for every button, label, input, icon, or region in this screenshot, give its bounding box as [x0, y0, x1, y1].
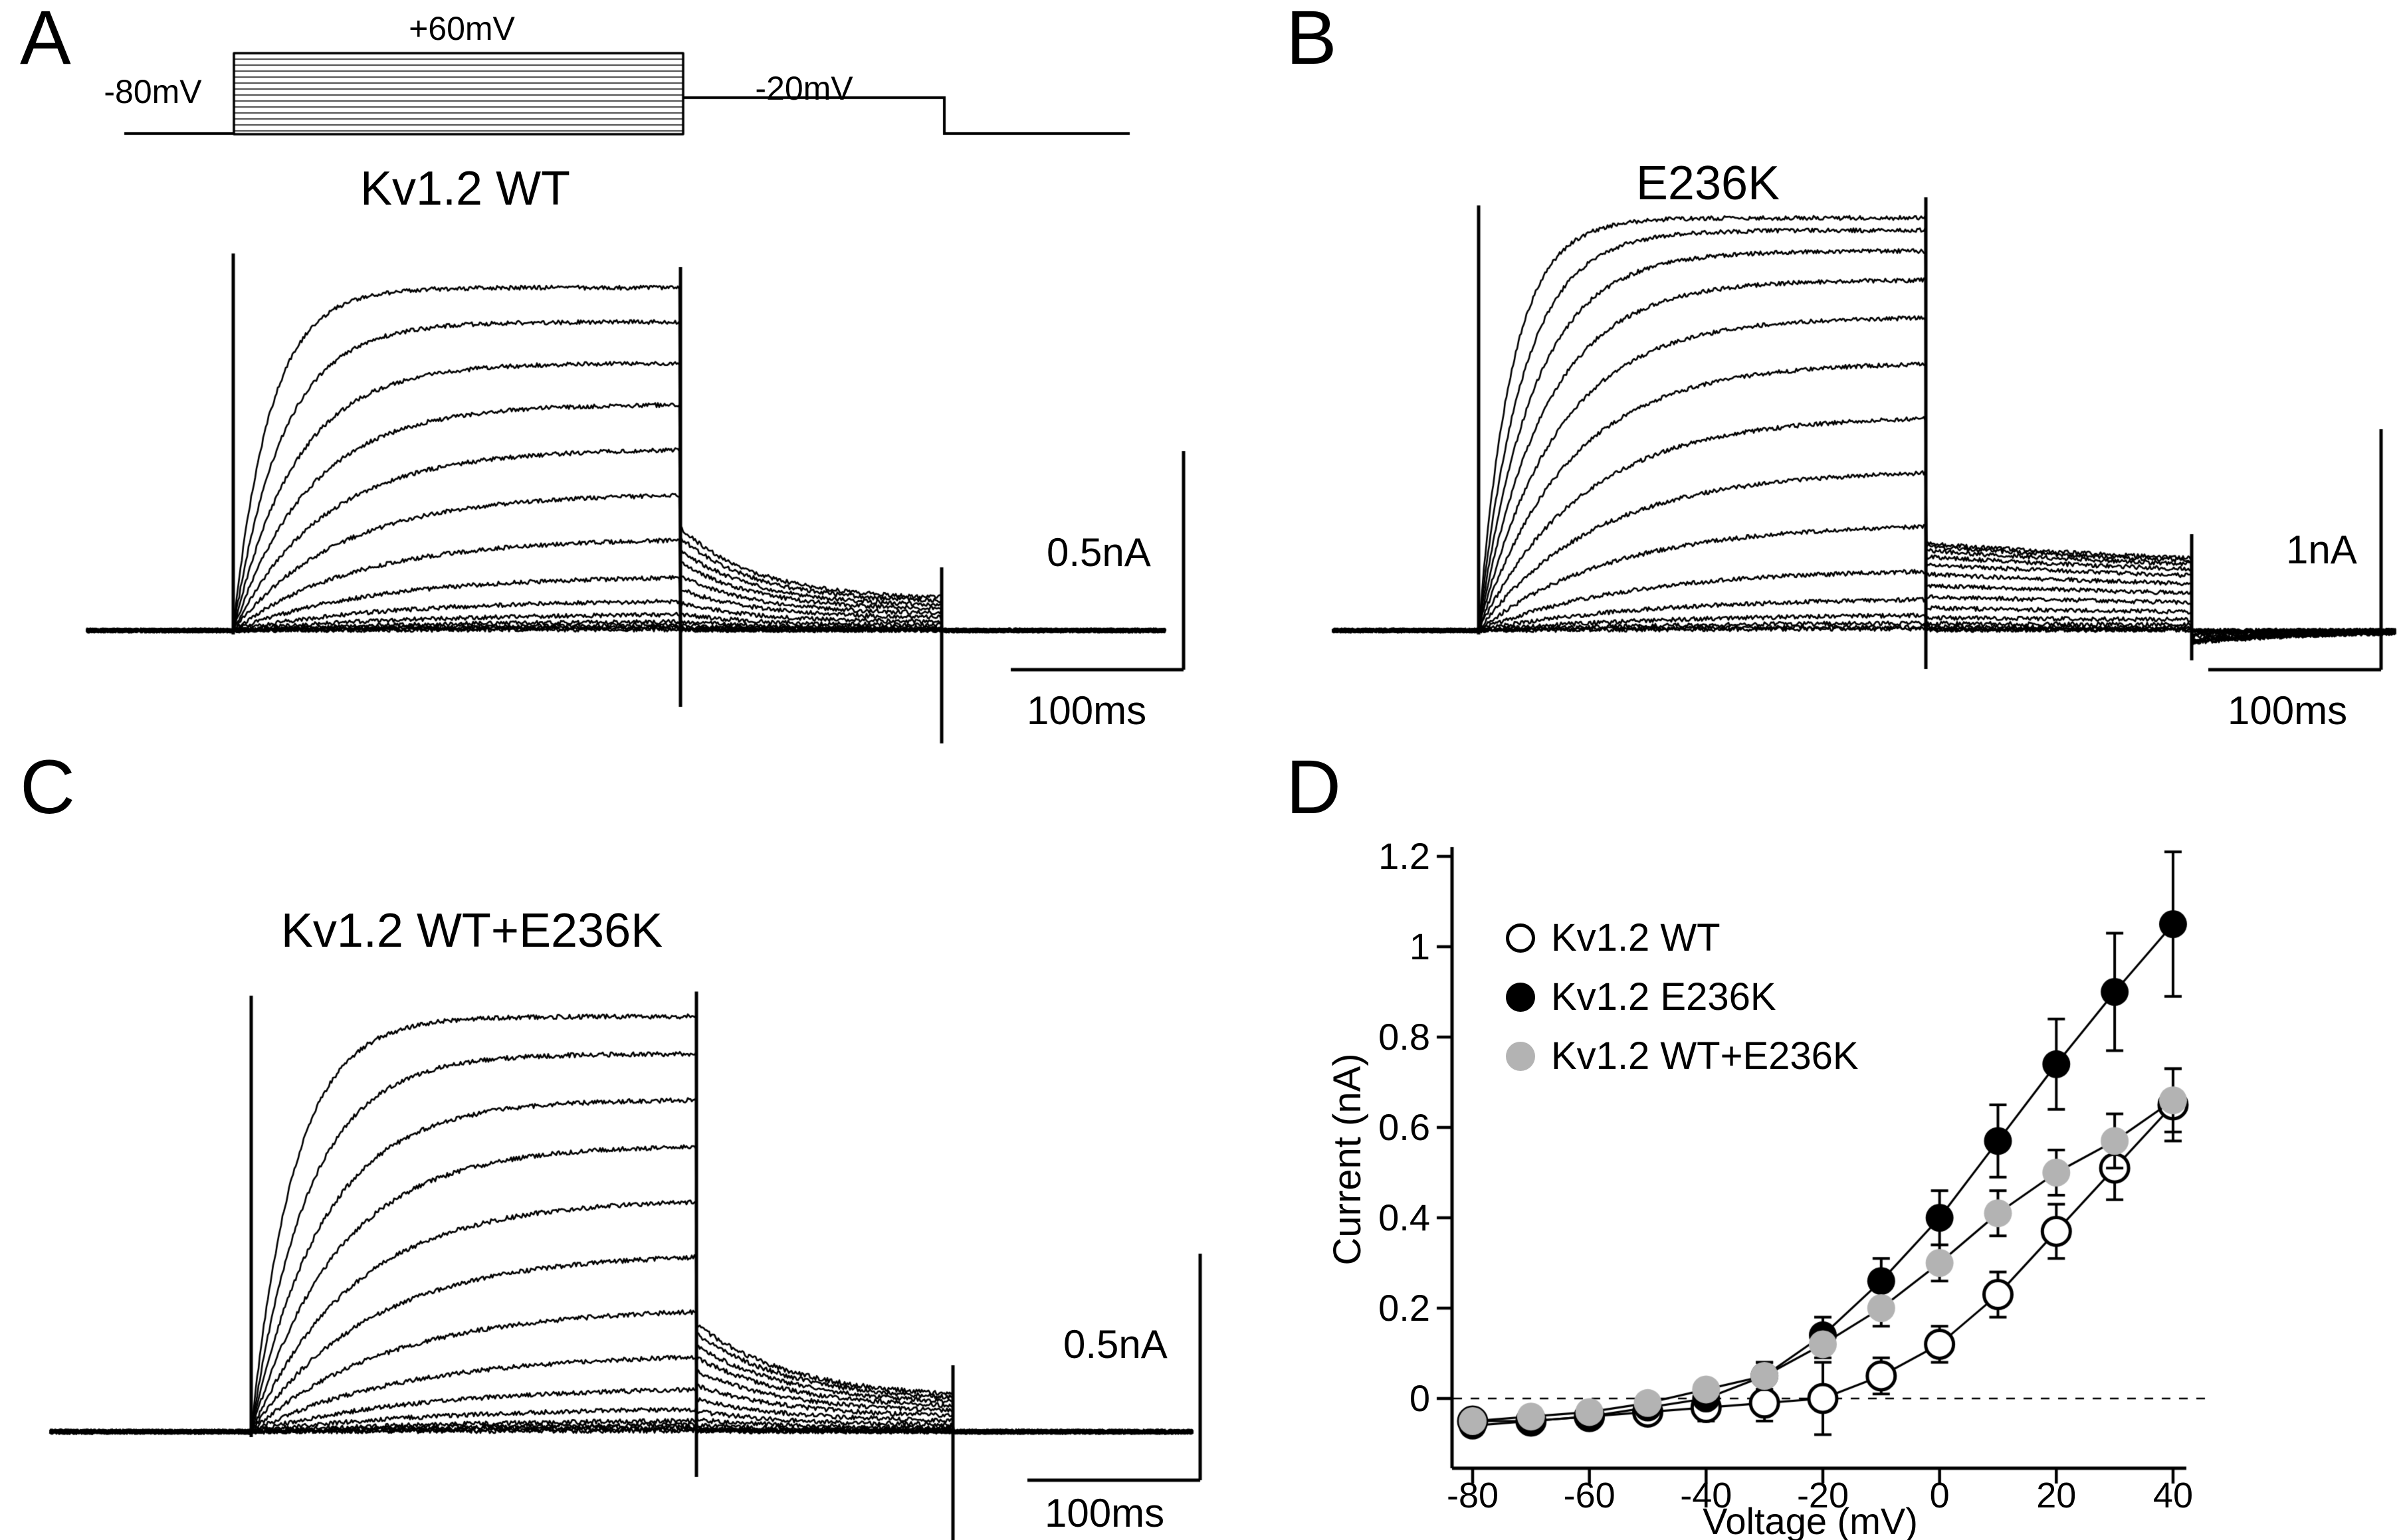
legend-item-kv12-e236k: Kv1.2 E236K	[1506, 975, 1776, 1018]
y-tick-label: 0.6	[1378, 1106, 1430, 1148]
panel-a-title: Kv1.2 WT	[360, 162, 571, 215]
panel-b-time-scale-label: 100ms	[2228, 688, 2348, 733]
panel-c-title: Kv1.2 WT+E236K	[280, 904, 663, 957]
panel-b-current-scale-label: 1nA	[2286, 528, 2357, 572]
panel-b-title: E236K	[1635, 157, 1780, 210]
x-tick-label: 0	[1929, 1476, 1950, 1515]
x-tick-label: -80	[1446, 1476, 1499, 1515]
panel-b-label: B	[1286, 0, 1337, 80]
x-tick-label: 40	[2152, 1476, 2193, 1515]
x-tick-label: -60	[1563, 1476, 1616, 1515]
panel-d-label: D	[1286, 745, 1342, 830]
legend-label-kv12-wt-e236k: Kv1.2 WT+E236K	[1551, 1034, 1859, 1078]
panel-c-time-scale-label: 100ms	[1045, 1491, 1165, 1535]
filled-gray-circle-marker-icon	[1506, 1042, 1535, 1071]
protocol-holding-label: -80mV	[104, 73, 202, 110]
legend-item-kv12-wt: Kv1.2 WT	[1506, 916, 1721, 959]
d-x-axis-label: Voltage (mV)	[1703, 1500, 1918, 1540]
y-tick-label: 1	[1409, 925, 1430, 967]
y-tick-label: 0.8	[1378, 1016, 1430, 1058]
panel-a-time-scale-label: 100ms	[1027, 688, 1147, 733]
y-tick-label: 0	[1409, 1377, 1430, 1419]
panel-a-current-scale-label: 0.5nA	[1047, 530, 1151, 575]
x-tick-label: -40	[1680, 1476, 1732, 1515]
filled-black-circle-marker-icon	[1506, 983, 1535, 1012]
panel-a-label: A	[20, 0, 71, 80]
x-tick-label: 20	[2036, 1476, 2077, 1515]
legend-item-kv12-wt-e236k: Kv1.2 WT+E236K	[1506, 1034, 1859, 1078]
protocol-tail-label: -20mV	[755, 70, 853, 107]
y-tick-label: 0.4	[1378, 1197, 1430, 1238]
protocol-step-label: +60mV	[409, 10, 515, 47]
panel-c-label: C	[20, 745, 76, 830]
x-tick-label: -20	[1796, 1476, 1849, 1515]
y-tick-label: 1.2	[1378, 835, 1430, 877]
open-circle-marker-icon	[1506, 923, 1535, 953]
panel-c-current-scale-label: 0.5nA	[1063, 1322, 1168, 1367]
y-tick-label: 0.2	[1378, 1287, 1430, 1329]
legend-label-kv12-e236k: Kv1.2 E236K	[1551, 975, 1776, 1018]
legend-label-kv12-wt: Kv1.2 WT	[1551, 916, 1721, 959]
